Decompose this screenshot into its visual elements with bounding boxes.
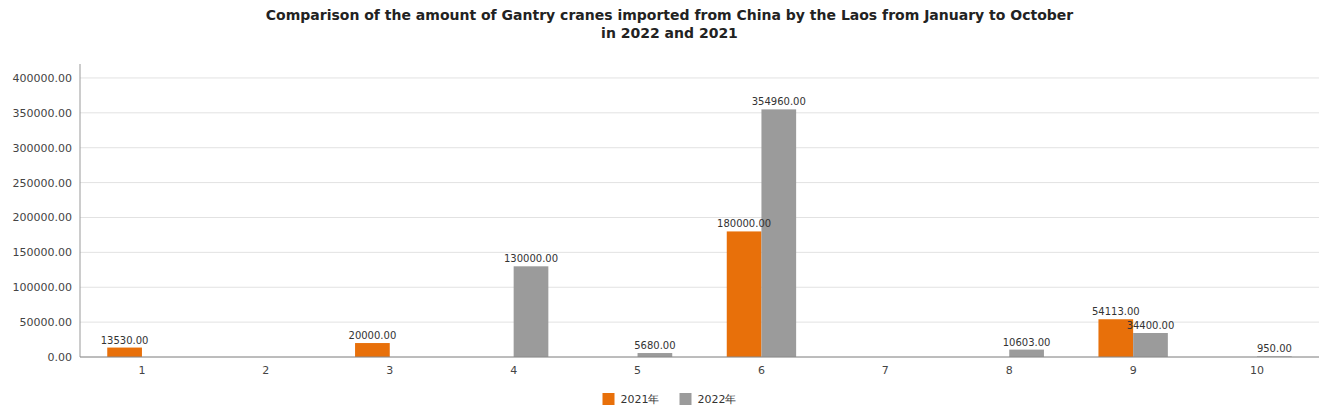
data-label: 10603.00 [1003, 337, 1051, 348]
legend-label: 2021年 [621, 393, 660, 406]
x-tick-label: 6 [758, 364, 765, 377]
legend-label: 2022年 [698, 393, 737, 406]
legend: 2021年 2022年 [603, 393, 737, 406]
x-tick-label: 1 [138, 364, 145, 377]
x-tick-label: 10 [1250, 364, 1264, 377]
data-label: 180000.00 [717, 218, 771, 229]
y-tick-label: 200000.00 [13, 211, 73, 224]
bar [638, 353, 673, 357]
y-tick-label: 400000.00 [13, 72, 73, 85]
data-label: 54113.00 [1092, 306, 1140, 317]
x-tick-label: 3 [386, 364, 393, 377]
y-axis-line [80, 64, 81, 357]
data-label: 20000.00 [349, 330, 397, 341]
grid [80, 78, 1319, 357]
bar [355, 343, 390, 357]
y-tick-label: 150000.00 [13, 246, 73, 259]
bar [761, 109, 796, 357]
x-tick-label: 8 [1006, 364, 1013, 377]
x-tick-label: 7 [882, 364, 889, 377]
data-label: 354960.00 [752, 96, 806, 107]
title-line: Comparison of the amount of Gantry crane… [266, 7, 1074, 23]
bar [514, 266, 549, 357]
bar [1009, 350, 1044, 357]
grid-line [80, 287, 1319, 288]
legend-swatch [680, 393, 692, 405]
data-label: 34400.00 [1127, 320, 1175, 331]
grid-line [80, 77, 1319, 78]
bars [107, 109, 1291, 357]
y-tick-label: 100000.00 [13, 281, 73, 294]
y-tick-label: 50000.00 [20, 316, 73, 329]
y-tick-label: 350000.00 [13, 107, 73, 120]
grid-line [80, 182, 1319, 183]
x-axis-line [80, 357, 1319, 358]
legend-swatch [603, 393, 615, 405]
x-tick-label: 5 [634, 364, 641, 377]
x-tick-label: 9 [1130, 364, 1137, 377]
x-tick-label: 2 [262, 364, 269, 377]
data-label: 130000.00 [504, 253, 558, 264]
bar [727, 231, 762, 357]
grid-line [80, 147, 1319, 148]
bar [107, 348, 142, 357]
title: Comparison of the amount of Gantry crane… [266, 7, 1074, 41]
grid-line [80, 217, 1319, 218]
title-line: in 2022 and 2021 [601, 25, 738, 41]
x-tick-label: 4 [510, 364, 517, 377]
y-tick-label: 250000.00 [13, 177, 73, 190]
grid-line [80, 112, 1319, 113]
data-label: 950.00 [1257, 343, 1292, 354]
data-label: 5680.00 [634, 340, 675, 351]
chart: Comparison of the amount of Gantry crane… [0, 0, 1339, 419]
y-tick-label: 0.00 [48, 351, 73, 364]
grid-line [80, 357, 1319, 358]
y-tick-label: 300000.00 [13, 142, 73, 155]
grid-line [80, 252, 1319, 253]
data-label: 13530.00 [101, 335, 149, 346]
bar [1133, 333, 1168, 357]
